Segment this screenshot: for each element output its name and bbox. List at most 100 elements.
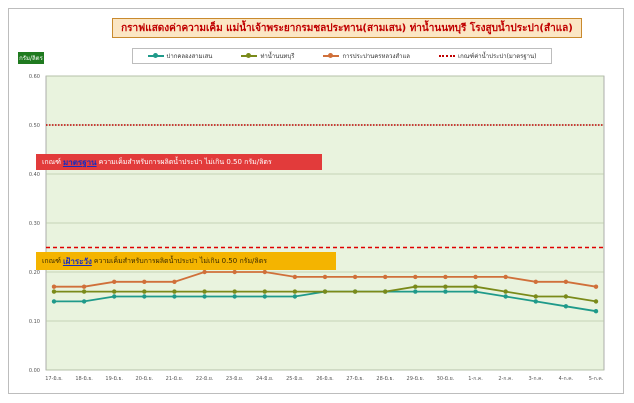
series-2-point-18 <box>593 284 599 289</box>
series-2-point-3 <box>142 279 147 284</box>
x-tick-label-9: 26-มิ.ย. <box>316 375 334 382</box>
series-2-point-2 <box>112 279 117 284</box>
y-tick-label-1: 0.10 <box>29 319 40 325</box>
series-0-point-3 <box>142 294 147 299</box>
series-2-point-0 <box>51 284 57 289</box>
series-0-point-14 <box>473 289 478 294</box>
x-tick-label-7: 24-มิ.ย. <box>256 375 274 382</box>
series-1-point-10 <box>352 289 358 294</box>
series-0-point-5 <box>202 294 207 299</box>
series-0-point-0 <box>51 299 57 304</box>
standard-banner-text: ความเค็มสำหรับการผลิตน้ำประปา ไม่เกิน 0.… <box>98 157 272 166</box>
series-1-point-3 <box>142 289 147 294</box>
legend-label-series-0: ปากคลองสามเสน <box>166 53 213 60</box>
watch-banner-text: ความเค็มสำหรับการผลิตน้ำประปา ไม่เกิน 0.… <box>93 256 268 265</box>
standard-banner-highlight: มาตรฐาน <box>62 157 97 167</box>
series-2-point-16 <box>533 279 538 284</box>
series-1-point-0 <box>51 289 57 294</box>
series-1-point-18 <box>593 299 599 304</box>
legend-item-series-2: การประปานครหลวงสำแล <box>323 51 410 61</box>
y-tick-label-0: 0.00 <box>29 368 40 374</box>
chart-title: กราฟแสดงค่าความเค็ม แม่น้ำเจ้าพระยากรมชล… <box>112 18 582 38</box>
x-tick-label-12: 29-มิ.ย. <box>407 375 425 382</box>
series-0-point-16 <box>533 299 538 304</box>
legend-item-reference-standard: เกณฑ์ค่าน้ำประปา(มาตรฐาน) <box>439 51 536 61</box>
series-0-point-18 <box>593 309 599 314</box>
x-tick-label-3: 20-มิ.ย. <box>136 375 154 382</box>
series-0-point-17 <box>563 304 569 309</box>
series-2-point-6 <box>232 269 237 275</box>
x-tick-label-6: 23-มิ.ย. <box>226 375 244 382</box>
x-tick-label-14: 1-ก.ค. <box>468 376 483 382</box>
series-1-point-9 <box>322 289 328 294</box>
series-2-point-15 <box>503 274 508 280</box>
series-1-point-7 <box>262 289 267 294</box>
x-tick-label-13: 30-มิ.ย. <box>437 375 455 382</box>
legend-label-series-2: การประปานครหลวงสำแล <box>342 53 410 60</box>
legend-swatch-series-0 <box>147 53 164 58</box>
series-1-point-12 <box>413 284 418 289</box>
series-2-point-13 <box>443 274 448 280</box>
x-tick-label-10: 27-มิ.ย. <box>346 375 364 382</box>
y-tick-label-3: 0.30 <box>29 221 40 227</box>
series-2-point-4 <box>172 279 177 284</box>
x-tick-label-8: 25-มิ.ย. <box>286 375 304 382</box>
series-2-point-11 <box>383 274 388 280</box>
legend-label-series-1: ท่าน้ำนนทบุรี <box>260 53 295 60</box>
legend-swatch-series-2 <box>323 53 340 58</box>
legend-label-reference-standard: เกณฑ์ค่าน้ำประปา(มาตรฐาน) <box>458 53 537 60</box>
legend-swatch-reference-standard <box>439 55 456 57</box>
series-1-point-13 <box>443 284 448 289</box>
series-1-point-15 <box>503 289 508 294</box>
x-tick-label-17: 4-ก.ค. <box>559 376 574 382</box>
series-0-point-12 <box>413 289 418 294</box>
series-1-point-17 <box>563 294 569 299</box>
series-2-point-7 <box>262 269 267 275</box>
y-tick-label-2: 0.20 <box>29 270 40 276</box>
series-0-point-8 <box>292 294 298 299</box>
series-2-point-5 <box>202 269 207 275</box>
series-0-point-6 <box>232 294 237 299</box>
standard-banner-prefix: เกณฑ์ <box>42 157 61 166</box>
y-tick-label-5: 0.50 <box>29 123 40 129</box>
series-2-point-10 <box>352 274 358 280</box>
x-tick-label-18: 5-ก.ค. <box>589 376 604 382</box>
x-tick-label-2: 19-มิ.ย. <box>105 375 123 382</box>
series-1-point-11 <box>383 289 388 294</box>
series-2-point-14 <box>473 274 478 280</box>
series-1-point-5 <box>202 289 207 294</box>
series-0-point-7 <box>262 294 267 299</box>
y-tick-label-4: 0.40 <box>29 172 40 178</box>
y-axis-unit-label: กรัม/ลิตร <box>18 52 44 64</box>
watch-threshold-banner: เกณฑ์ เฝ้าระวัง ความเค็มสำหรับการผลิตน้ำ… <box>36 252 336 270</box>
x-tick-label-1: 18-มิ.ย. <box>75 375 93 382</box>
series-0-point-2 <box>112 294 117 299</box>
series-1-point-16 <box>533 294 538 299</box>
series-1-point-14 <box>473 284 478 289</box>
series-0-point-13 <box>443 289 448 294</box>
legend-item-series-0: ปากคลองสามเสน <box>147 51 213 61</box>
series-2-point-17 <box>563 279 569 284</box>
legend-item-series-1: ท่าน้ำนนทบุรี <box>241 51 294 61</box>
series-1-point-8 <box>292 289 298 294</box>
x-tick-label-5: 22-มิ.ย. <box>196 375 214 382</box>
x-tick-label-16: 3-ก.ค. <box>529 376 544 382</box>
chart-legend: ปากคลองสามเสน ท่าน้ำนนทบุรี การประปานครห… <box>132 48 552 64</box>
series-2-point-8 <box>292 274 298 280</box>
series-0-point-1 <box>81 299 87 304</box>
series-1-point-4 <box>172 289 177 294</box>
series-2-point-12 <box>413 274 418 280</box>
watch-banner-prefix: เกณฑ์ <box>42 256 61 265</box>
series-1-point-1 <box>81 289 87 294</box>
series-1-point-6 <box>232 289 237 294</box>
series-1-point-2 <box>112 289 117 294</box>
x-tick-label-0: 17-มิ.ย. <box>45 375 63 382</box>
x-tick-label-11: 28-มิ.ย. <box>376 375 394 382</box>
series-2-point-1 <box>81 284 87 289</box>
legend-swatch-series-1 <box>241 53 258 58</box>
watch-banner-highlight: เฝ้าระวัง <box>62 256 92 266</box>
series-0-point-4 <box>172 294 177 299</box>
y-tick-label-6: 0.60 <box>29 74 40 80</box>
series-0-point-15 <box>503 294 508 299</box>
